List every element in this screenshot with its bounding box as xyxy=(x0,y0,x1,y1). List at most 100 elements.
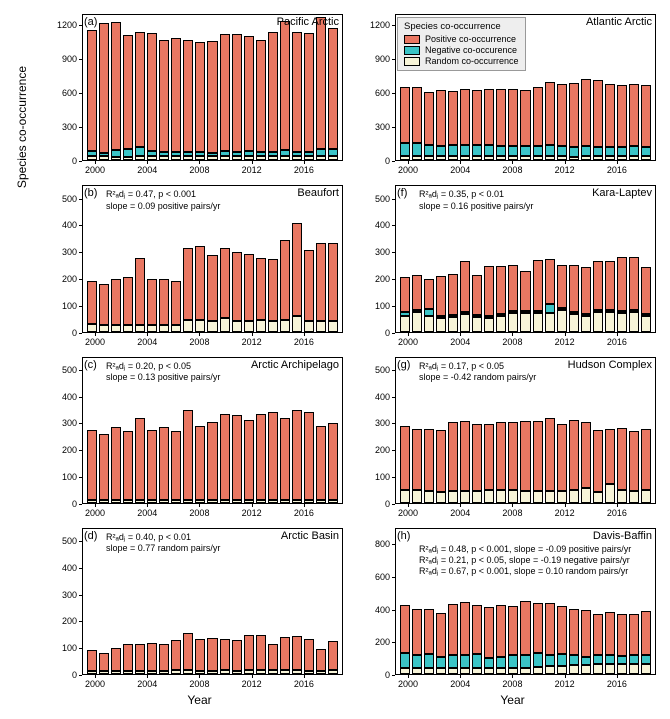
segment-positive xyxy=(220,34,230,151)
segment-negative xyxy=(424,654,434,669)
segment-positive xyxy=(545,259,555,304)
segment-positive xyxy=(557,424,567,491)
bar xyxy=(159,15,169,160)
x-tick: 2016 xyxy=(294,679,314,689)
x-tick: 2008 xyxy=(502,337,522,347)
segment-random xyxy=(533,156,543,160)
bar xyxy=(183,15,193,160)
segment-random xyxy=(436,156,446,160)
segment-random xyxy=(256,156,266,160)
segment-positive xyxy=(520,421,530,491)
segment-negative xyxy=(629,146,639,156)
segment-negative xyxy=(496,146,506,157)
y-tick: 200 xyxy=(375,445,390,455)
segment-positive xyxy=(460,602,470,655)
segment-random xyxy=(256,320,266,332)
y-tick: 200 xyxy=(62,445,77,455)
bar xyxy=(280,358,290,503)
y-tick: 100 xyxy=(62,472,77,482)
segment-random xyxy=(581,665,591,674)
segment-random xyxy=(520,313,530,331)
segment-negative xyxy=(424,309,434,316)
segment-negative xyxy=(484,658,494,668)
bar xyxy=(557,15,567,160)
segment-positive xyxy=(171,281,181,325)
segment-positive xyxy=(171,431,181,500)
segment-positive xyxy=(220,248,230,318)
y-tick: 100 xyxy=(375,472,390,482)
bar xyxy=(111,15,121,160)
bar xyxy=(135,15,145,160)
segment-negative xyxy=(533,653,543,667)
segment-positive xyxy=(557,265,567,309)
x-tick: 2004 xyxy=(137,508,157,518)
segment-positive xyxy=(617,85,627,147)
segment-positive xyxy=(533,260,543,311)
x-tick: 2012 xyxy=(555,679,575,689)
segment-positive xyxy=(472,424,482,491)
segment-positive xyxy=(256,414,266,500)
segment-positive xyxy=(280,637,290,670)
segment-random xyxy=(641,664,651,674)
bar xyxy=(268,529,278,674)
y-tick: 300 xyxy=(375,122,390,132)
segment-positive xyxy=(268,412,278,499)
segment-positive xyxy=(569,83,579,147)
bar xyxy=(232,358,242,503)
segment-negative xyxy=(569,655,579,665)
segment-positive xyxy=(147,643,157,671)
x-tick: 2016 xyxy=(607,165,627,175)
segment-positive xyxy=(533,421,543,491)
segment-positive xyxy=(183,40,193,153)
segment-random xyxy=(268,321,278,332)
segment-positive xyxy=(195,639,205,671)
segment-positive xyxy=(195,426,205,500)
segment-positive xyxy=(508,89,518,146)
segment-random xyxy=(268,156,278,160)
segment-positive xyxy=(111,22,121,150)
segment-random xyxy=(629,312,639,332)
y-tick: 300 xyxy=(62,418,77,428)
segment-positive xyxy=(280,21,290,150)
bar xyxy=(87,15,97,160)
segment-negative xyxy=(581,146,591,157)
bar xyxy=(617,15,627,160)
panel-b: (b)BeaufortR²ₐdⱼ = 0.47, p < 0.001 slope… xyxy=(50,179,349,350)
segment-random xyxy=(460,156,470,160)
bar xyxy=(629,358,639,503)
legend-row: Random co-occurrence xyxy=(404,56,519,66)
plot-area xyxy=(82,14,343,161)
segment-positive xyxy=(292,32,302,152)
segment-random xyxy=(304,321,314,332)
y-tick: 0 xyxy=(72,499,77,509)
segment-negative xyxy=(460,145,470,156)
x-tick: 2000 xyxy=(398,679,418,689)
panel-title: Atlantic Arctic xyxy=(586,16,652,28)
y-tick: 400 xyxy=(375,392,390,402)
segment-random xyxy=(448,317,458,332)
segment-random xyxy=(484,668,494,674)
segment-positive xyxy=(412,275,422,309)
x-tick: 2016 xyxy=(294,337,314,347)
segment-negative xyxy=(629,655,639,663)
segment-positive xyxy=(593,261,603,310)
x-tick: 2000 xyxy=(85,508,105,518)
bar xyxy=(641,15,651,160)
segment-positive xyxy=(545,418,555,491)
segment-positive xyxy=(328,641,338,670)
y-axis-label: Species co-occurrence xyxy=(15,66,29,188)
x-tick: 2016 xyxy=(607,679,627,689)
segment-positive xyxy=(87,650,97,671)
segment-positive xyxy=(400,605,410,653)
segment-random xyxy=(195,156,205,160)
bar xyxy=(87,186,97,331)
segment-random xyxy=(232,671,242,674)
segment-positive xyxy=(123,644,133,670)
segment-positive xyxy=(484,424,494,490)
bar xyxy=(268,358,278,503)
bar xyxy=(256,529,266,674)
bar xyxy=(304,358,314,503)
segment-negative xyxy=(484,145,494,156)
x-axis-label: Year xyxy=(50,693,349,711)
y-tick: 300 xyxy=(62,247,77,257)
